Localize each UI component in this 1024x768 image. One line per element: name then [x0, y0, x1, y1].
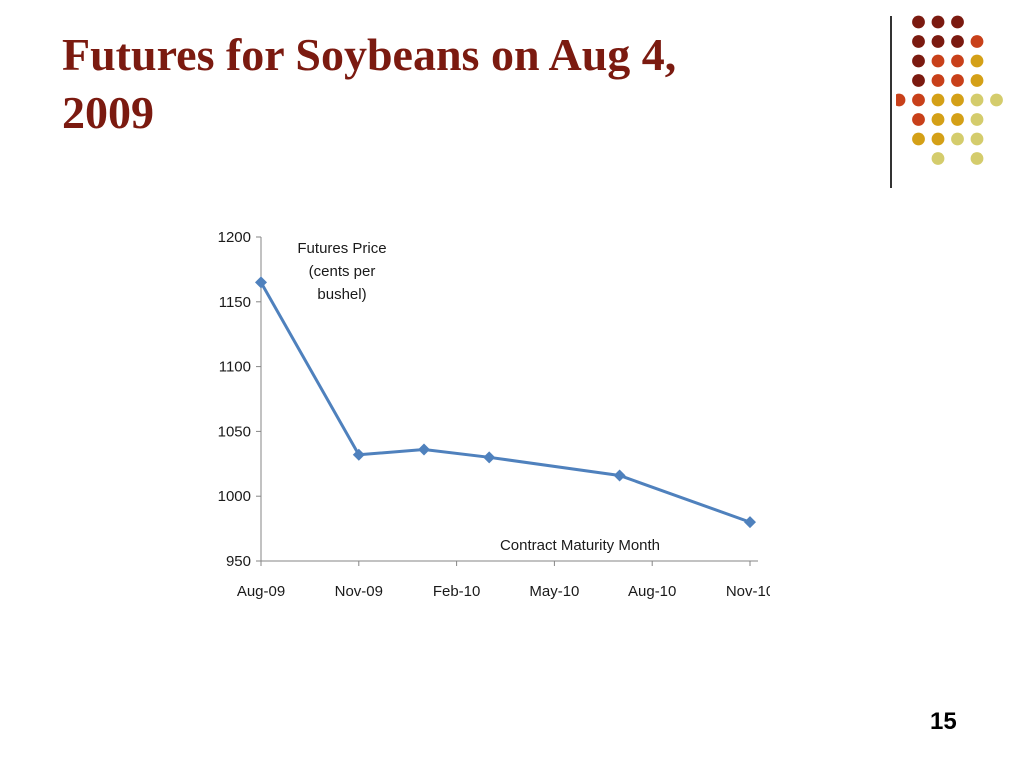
y-tick-label: 1000: [218, 488, 251, 505]
decorative-dot: [912, 15, 925, 29]
y-tick-label: 1050: [218, 423, 251, 440]
decorative-dot: [970, 35, 984, 48]
decorative-dot: [951, 132, 964, 146]
decorative-dot: [931, 152, 945, 165]
x-tick-label: Nov-10: [726, 583, 770, 600]
x-tick-label: Feb-10: [433, 583, 481, 600]
series-line: [259, 281, 751, 524]
x-tick-label: Aug-10: [628, 583, 676, 600]
data-point-marker: [352, 448, 365, 461]
decorative-dot: [912, 35, 925, 48]
y-tick-label: 1150: [219, 294, 251, 311]
decorative-dot: [951, 15, 964, 29]
decorative-dot: [931, 93, 945, 107]
decorative-dot: [990, 93, 1003, 107]
decorative-dot: [951, 93, 964, 107]
decorative-dot: [931, 54, 945, 68]
futures-price-line-chart: 950 1000 1050 1100 1150 1200 Aug-09 Nov-09 Feb-1…: [218, 229, 770, 600]
decorative-dot: [931, 74, 945, 87]
decorative-dot: [912, 132, 925, 146]
x-tick-label: Aug-09: [237, 583, 285, 600]
decorative-dot: [970, 54, 984, 68]
decorative-dot: [970, 132, 984, 146]
data-point-marker: [744, 516, 756, 529]
page-number: 15: [930, 708, 957, 735]
y-tick-label: 1100: [219, 359, 251, 376]
x-axis-label: Contract Maturity Month: [500, 537, 660, 554]
data-point-marker: [418, 443, 430, 456]
decorative-dot: [951, 35, 964, 48]
decorative-dot: [912, 54, 925, 68]
decorative-dot: [896, 93, 906, 107]
decorative-dot: [931, 132, 945, 146]
x-tick-label: Nov-09: [335, 583, 383, 600]
y-axis-label: Futures Price (cents per bushel): [297, 240, 386, 303]
y-tick-label: 950: [226, 553, 251, 570]
decorative-dot-pattern: [896, 15, 1003, 165]
decorative-dot: [951, 54, 964, 68]
decorative-dot: [912, 74, 925, 87]
data-point-marker: [613, 469, 626, 482]
decorative-dot: [931, 35, 945, 48]
y-axis-label-line: (cents per: [309, 263, 376, 280]
decorative-dot: [931, 113, 945, 126]
decorative-dot: [912, 93, 925, 107]
decorative-dot: [970, 152, 984, 165]
decorative-dot: [970, 113, 984, 126]
decorative-dot: [912, 113, 925, 126]
decorative-dot: [970, 74, 984, 87]
title-divider: [890, 16, 892, 188]
decorative-dot: [951, 113, 964, 126]
decorative-dot: [970, 93, 984, 107]
y-axis-label-line: bushel): [317, 286, 366, 303]
y-axis-label-line: Futures Price: [297, 240, 386, 257]
data-point-marker: [255, 276, 267, 289]
y-tick-label: 1200: [218, 229, 251, 246]
data-point-marker: [483, 451, 496, 464]
x-tick-label: May-10: [529, 583, 579, 600]
decorative-dot: [931, 15, 945, 29]
slide-title-line-1: Futures for Soybeans on Aug 4,: [62, 29, 677, 80]
decorative-dot: [951, 74, 964, 87]
slide-title-line-2: 2009: [62, 87, 154, 138]
slide-title: Futures for Soybeans on Aug 4, 2009: [62, 26, 852, 142]
